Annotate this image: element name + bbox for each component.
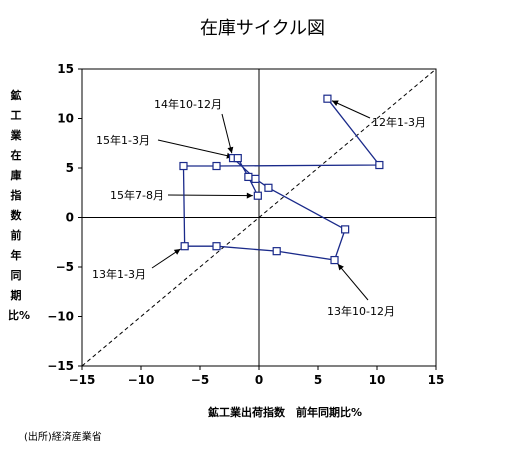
- arrow-14-10-12-head: [227, 146, 234, 154]
- data-point-marker: [323, 94, 332, 103]
- x-tick-label: −5: [191, 373, 209, 387]
- arrow-13-10-12-head: [337, 263, 344, 271]
- source-note: (出所)経済産業省: [24, 432, 102, 443]
- data-point-marker: [212, 242, 221, 251]
- y-tick-label: 5: [66, 161, 74, 175]
- x-tick-label: 5: [314, 373, 322, 387]
- y-tick-label: 15: [57, 62, 74, 76]
- data-point-marker: [341, 225, 350, 234]
- arrow-15-7-8-head: [246, 192, 253, 199]
- x-tick-label: 15: [428, 373, 445, 387]
- y-tick-label: 0: [66, 211, 74, 225]
- data-point-marker: [251, 174, 260, 183]
- y-tick-label: −10: [47, 310, 74, 324]
- annotation-13-10-12: 13年10-12月: [327, 304, 395, 318]
- annotation-12-1-3: 12年1-3月: [372, 115, 426, 129]
- arrow-15-1-3: [157, 139, 233, 158]
- arrow-12-1-3: [331, 100, 371, 119]
- x-tick-label: 10: [369, 373, 386, 387]
- data-point-marker: [212, 161, 221, 171]
- data-point-marker: [272, 247, 281, 256]
- data-point-marker: [233, 154, 242, 163]
- annotation-15-1-3: 15年1-3月: [96, 133, 150, 147]
- data-point-marker: [264, 183, 273, 192]
- annotation-13-1-3: 13年1-3月: [92, 267, 146, 281]
- data-point-marker: [253, 191, 262, 200]
- y-tick-label: −5: [56, 260, 74, 274]
- x-tick-label: −15: [69, 373, 96, 387]
- y-tick-label: 10: [57, 112, 74, 126]
- arrow-12-1-3-head: [331, 100, 339, 106]
- arrow-14-10-12: [221, 113, 233, 154]
- series-line: [182, 98, 381, 261]
- annotation-15-7-8: 15年7-8月: [110, 188, 164, 202]
- arrow-13-1-3-head: [173, 248, 181, 255]
- diagonal-reference-line: [81, 68, 437, 367]
- data-point-marker: [375, 160, 384, 170]
- annotation-14-10-12: 14年10-12月: [154, 97, 222, 111]
- data-point-marker: [179, 161, 188, 171]
- data-point-marker: [330, 255, 339, 265]
- data-point-marker: [244, 172, 253, 182]
- y-tick-label: −15: [47, 359, 74, 373]
- arrow-13-10-12: [337, 263, 369, 301]
- data-point-marker: [180, 242, 189, 251]
- x-tick-label: 0: [255, 373, 263, 387]
- arrow-15-7-8: [167, 194, 253, 197]
- chart-title: 在庫サイクル図: [199, 18, 326, 39]
- x-axis-label: 鉱工業出荷指数 前年同期比%: [207, 406, 363, 419]
- x-tick-label: −10: [128, 373, 155, 387]
